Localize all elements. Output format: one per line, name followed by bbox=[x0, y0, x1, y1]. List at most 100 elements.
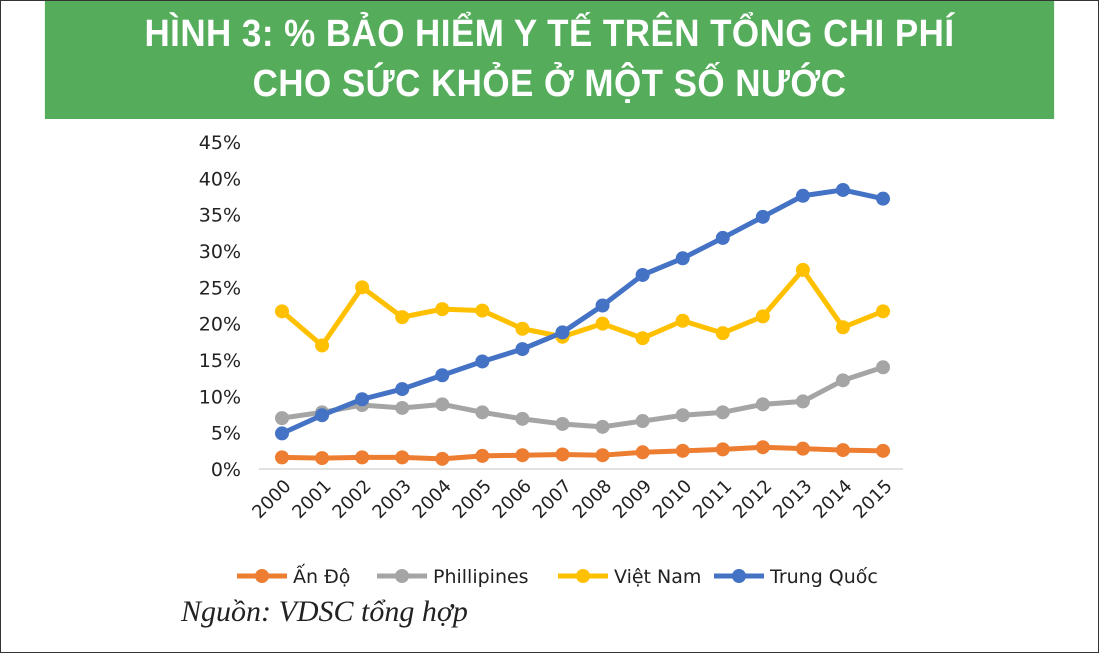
data-point bbox=[315, 338, 330, 353]
data-point bbox=[795, 262, 810, 277]
data-point bbox=[835, 373, 850, 388]
data-point bbox=[876, 360, 891, 375]
data-point bbox=[475, 303, 490, 318]
data-point bbox=[835, 320, 850, 335]
data-point bbox=[795, 188, 810, 203]
data-point bbox=[355, 450, 370, 465]
data-point bbox=[635, 267, 650, 282]
data-point bbox=[275, 450, 289, 465]
data-point bbox=[555, 447, 570, 462]
x-tick-label: 2000 bbox=[248, 476, 295, 523]
data-point bbox=[395, 400, 410, 415]
legend-swatch-marker bbox=[576, 569, 590, 583]
data-point bbox=[675, 443, 690, 458]
data-point bbox=[315, 408, 330, 423]
title-line-2: CHO SỨC KHỎE Ở MỘT SỐ NƯỚC bbox=[252, 63, 847, 105]
data-point bbox=[435, 302, 450, 317]
y-tick-label: 25% bbox=[199, 277, 241, 299]
data-point bbox=[515, 321, 530, 336]
x-tick-label: 2011 bbox=[689, 476, 736, 523]
data-point bbox=[675, 408, 690, 423]
data-point bbox=[675, 251, 690, 266]
data-point bbox=[876, 191, 891, 206]
data-point bbox=[515, 342, 530, 357]
x-tick-label: 2008 bbox=[569, 476, 616, 523]
x-tick-label: 2002 bbox=[328, 476, 375, 523]
data-point bbox=[715, 405, 730, 420]
legend-swatch-marker bbox=[255, 569, 269, 583]
x-tick-label: 2013 bbox=[769, 476, 816, 523]
x-tick-label: 2012 bbox=[729, 476, 776, 523]
data-point bbox=[395, 310, 410, 325]
y-tick-label: 20% bbox=[199, 314, 241, 336]
x-tick-label: 2003 bbox=[369, 476, 416, 523]
data-point bbox=[395, 450, 410, 465]
data-point bbox=[755, 309, 770, 324]
y-tick-label: 30% bbox=[199, 241, 241, 263]
legend-label: Phillipines bbox=[433, 566, 529, 588]
data-point bbox=[595, 298, 610, 313]
legend-swatch-marker bbox=[395, 569, 409, 583]
source-note: Nguồn: VDSC tổng hợp bbox=[181, 595, 468, 628]
y-tick-label: 40% bbox=[199, 168, 241, 190]
data-point bbox=[595, 316, 610, 331]
line-chart: 0% 5% 10% 15% 20% 25% 30% 35% 40% 45% 200020012002… bbox=[199, 132, 903, 588]
data-point bbox=[876, 443, 891, 458]
data-point bbox=[595, 419, 610, 434]
data-point bbox=[635, 414, 650, 429]
y-tick-label: 5% bbox=[211, 423, 241, 445]
data-point bbox=[395, 382, 410, 397]
data-point bbox=[435, 451, 450, 466]
y-tick-label: 0% bbox=[211, 459, 241, 481]
legend-swatch-marker bbox=[732, 569, 746, 583]
data-point bbox=[675, 313, 690, 328]
legend-label: Việt Nam bbox=[614, 566, 701, 588]
data-point bbox=[755, 209, 770, 224]
data-point bbox=[715, 326, 730, 341]
data-point bbox=[435, 368, 450, 383]
data-point bbox=[475, 354, 490, 369]
data-point bbox=[715, 230, 730, 245]
x-tick-label: 2005 bbox=[449, 476, 496, 523]
data-point bbox=[515, 448, 530, 463]
data-point bbox=[315, 451, 330, 466]
data-point bbox=[635, 331, 650, 346]
title-banner: HÌNH 3: % BẢO HIỂM Y TẾ TRÊN TỔNG CHI PH… bbox=[44, 1, 1055, 119]
series-line-3 bbox=[280, 187, 884, 436]
data-point bbox=[755, 440, 770, 455]
series-line-2 bbox=[280, 267, 884, 348]
legend-label: Trung Quốc bbox=[769, 566, 878, 588]
x-tick-label: 2004 bbox=[409, 476, 456, 523]
data-point bbox=[275, 426, 289, 441]
y-tick-label: 15% bbox=[199, 350, 241, 372]
series-line-0 bbox=[281, 444, 884, 462]
data-point bbox=[876, 304, 891, 319]
data-point bbox=[555, 325, 570, 340]
x-tick-label: 2007 bbox=[529, 476, 576, 523]
data-point bbox=[355, 280, 370, 295]
data-point bbox=[275, 411, 289, 426]
data-point bbox=[595, 448, 610, 463]
data-point bbox=[475, 448, 490, 463]
data-point bbox=[275, 304, 289, 319]
data-point bbox=[435, 397, 450, 412]
x-tick-label: 2001 bbox=[288, 476, 335, 523]
data-point bbox=[715, 442, 730, 457]
legend-label: Ấn Độ bbox=[293, 563, 350, 588]
data-point bbox=[835, 182, 850, 197]
x-tick-label: 2014 bbox=[809, 476, 856, 523]
x-tick-label: 2010 bbox=[649, 476, 696, 523]
data-point bbox=[635, 445, 650, 460]
series-line-1 bbox=[281, 364, 884, 430]
x-tick-label: 2006 bbox=[489, 476, 536, 523]
data-point bbox=[355, 392, 370, 407]
data-point bbox=[795, 441, 810, 456]
y-tick-label: 10% bbox=[199, 386, 241, 408]
data-point bbox=[835, 443, 850, 458]
data-point bbox=[555, 416, 570, 431]
x-tick-label: 2009 bbox=[609, 476, 656, 523]
data-point bbox=[515, 411, 530, 426]
data-point bbox=[755, 397, 770, 412]
title-line-1: HÌNH 3: % BẢO HIỂM Y TẾ TRÊN TỔNG CHI PH… bbox=[144, 13, 955, 55]
